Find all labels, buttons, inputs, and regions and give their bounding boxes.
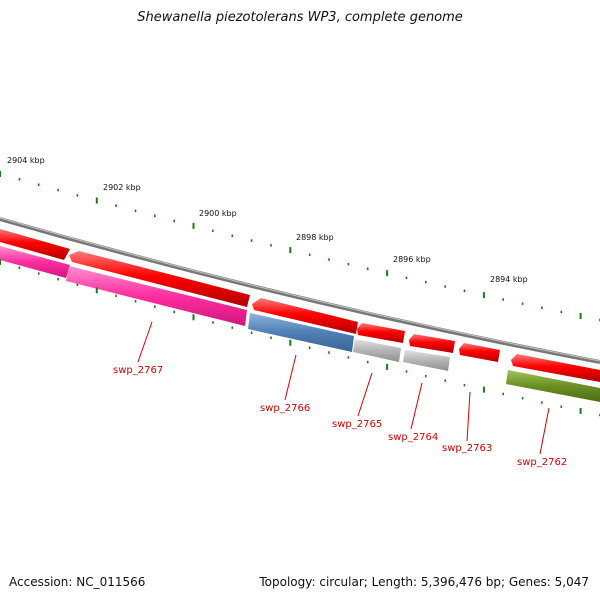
gene-bar-olive[interactable] xyxy=(506,370,600,402)
gene-bar-grey[interactable] xyxy=(403,350,450,371)
gene-arrow-forward[interactable] xyxy=(459,343,500,362)
gene-arrow-forward[interactable] xyxy=(511,354,600,382)
scale-label: 2896 kbp xyxy=(393,255,431,264)
leader-line xyxy=(466,391,471,442)
gene-arrow-forward[interactable] xyxy=(357,323,405,343)
leader-line xyxy=(284,354,297,401)
gene-bar-pink[interactable] xyxy=(0,246,70,278)
map-title: Shewanella piezotolerans WP3, complete g… xyxy=(137,10,463,25)
scale-label: 2894 kbp xyxy=(490,275,528,284)
gene-label[interactable]: swp_2765 xyxy=(332,419,382,430)
gene-arrow-forward[interactable] xyxy=(409,334,455,353)
scale-ticks-inner xyxy=(0,259,600,417)
gene-bar-grey[interactable] xyxy=(353,339,401,362)
gene-label[interactable]: swp_2762 xyxy=(517,457,567,468)
genome-backbone-highlight xyxy=(0,217,600,362)
genome-summary-text: Topology: circular; Length: 5,396,476 bp… xyxy=(259,575,589,589)
scale-label: 2900 kbp xyxy=(199,209,237,218)
gene-arrow-forward[interactable] xyxy=(69,251,250,307)
leader-line xyxy=(137,321,153,363)
gene-label-leaders xyxy=(137,321,550,455)
accession-text: Accession: NC_011566 xyxy=(9,575,146,589)
leader-line xyxy=(410,382,423,430)
scale-label: 2904 kbp xyxy=(7,156,45,165)
scale-label: 2902 kbp xyxy=(103,183,141,192)
genome-backbone xyxy=(0,217,600,364)
leader-line xyxy=(357,372,373,417)
gene-arrow-forward[interactable] xyxy=(0,229,70,260)
gene-label[interactable]: swp_2766 xyxy=(260,403,310,414)
gene-label[interactable]: swp_2764 xyxy=(388,432,438,443)
gene-bar-pink[interactable] xyxy=(66,266,247,326)
gene-label[interactable]: swp_2763 xyxy=(442,443,492,454)
scale-ticks-outer xyxy=(0,171,600,322)
gene-label[interactable]: swp_2767 xyxy=(113,365,163,376)
scale-label: 2898 kbp xyxy=(296,233,334,242)
gene-bar-blue[interactable] xyxy=(248,313,354,352)
gene-arrow-forward[interactable] xyxy=(252,298,358,334)
leader-line xyxy=(539,407,550,455)
